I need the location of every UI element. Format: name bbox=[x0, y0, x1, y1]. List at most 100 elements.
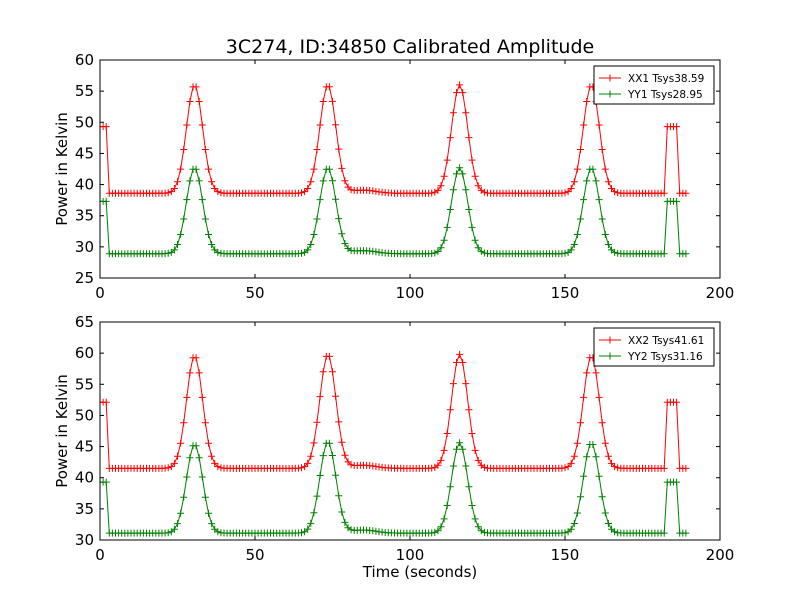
data-point bbox=[170, 459, 178, 467]
data-point bbox=[471, 515, 479, 523]
data-point bbox=[446, 406, 454, 414]
legend-marker bbox=[606, 336, 614, 344]
data-point bbox=[298, 189, 305, 197]
data-point bbox=[468, 430, 476, 437]
data-point bbox=[573, 439, 581, 447]
data-point bbox=[567, 459, 575, 467]
data-point bbox=[601, 165, 609, 173]
x-tick-label: 200 bbox=[706, 284, 735, 302]
data-point bbox=[480, 188, 488, 196]
data-point bbox=[437, 523, 445, 531]
plot-bottom: 0 50 100 150 200 30 35 40 45 50 55 60 65 Power in Kel… bbox=[53, 313, 734, 581]
data-point bbox=[186, 454, 194, 462]
data-point bbox=[301, 463, 309, 471]
data-point bbox=[214, 528, 222, 536]
data-point bbox=[673, 123, 681, 131]
data-point bbox=[329, 177, 336, 185]
data-point bbox=[592, 453, 600, 461]
y-tick-label: 25 bbox=[75, 269, 94, 287]
data-point bbox=[573, 165, 581, 173]
data-point bbox=[595, 393, 603, 401]
data-point bbox=[673, 478, 681, 486]
data-point bbox=[198, 393, 206, 401]
series-markers-2 bbox=[100, 164, 690, 258]
data-point bbox=[167, 463, 175, 471]
data-point bbox=[453, 359, 460, 366]
y-tick-label: 45 bbox=[75, 438, 94, 456]
data-point bbox=[471, 172, 479, 180]
y-tick-label: 55 bbox=[75, 82, 94, 100]
legend-marker bbox=[606, 74, 614, 82]
data-point bbox=[437, 244, 445, 252]
data-point bbox=[102, 478, 110, 486]
data-point bbox=[338, 508, 346, 516]
data-point bbox=[570, 520, 578, 527]
data-point bbox=[170, 185, 178, 192]
data-point bbox=[595, 196, 603, 204]
legend-label: YY1 Tsys28.95 bbox=[627, 89, 703, 101]
data-point bbox=[456, 81, 464, 89]
legend-marker bbox=[606, 90, 614, 98]
x-tick-label: 100 bbox=[396, 284, 425, 302]
data-point bbox=[307, 241, 315, 248]
data-point bbox=[338, 438, 346, 446]
data-point bbox=[177, 231, 185, 238]
data-point bbox=[567, 246, 575, 254]
data-point bbox=[577, 419, 584, 427]
data-point bbox=[446, 483, 454, 491]
data-point bbox=[598, 146, 606, 153]
data-point bbox=[205, 165, 212, 173]
data-point bbox=[102, 197, 110, 205]
data-point bbox=[443, 502, 451, 509]
data-point bbox=[164, 529, 172, 537]
y-tick-label: 45 bbox=[75, 144, 94, 162]
data-point bbox=[298, 464, 305, 472]
data-point bbox=[186, 369, 194, 377]
data-point bbox=[341, 240, 349, 247]
data-point bbox=[208, 178, 216, 186]
data-point bbox=[598, 419, 606, 427]
data-point bbox=[304, 246, 312, 254]
data-point bbox=[329, 452, 336, 459]
data-point bbox=[313, 492, 321, 500]
data-point bbox=[462, 109, 470, 117]
data-point bbox=[208, 520, 216, 528]
data-point bbox=[598, 215, 606, 223]
data-point bbox=[570, 452, 578, 460]
data-point bbox=[332, 392, 340, 400]
data-point bbox=[164, 189, 172, 197]
data-point bbox=[201, 215, 209, 223]
data-point bbox=[577, 215, 584, 223]
data-point bbox=[440, 515, 448, 523]
data-point bbox=[589, 441, 597, 448]
data-point bbox=[601, 439, 609, 447]
data-point bbox=[567, 525, 575, 533]
data-point bbox=[437, 456, 445, 464]
data-point bbox=[192, 165, 200, 173]
data-point bbox=[453, 89, 460, 97]
legend-marker bbox=[606, 352, 614, 360]
data-point bbox=[592, 177, 600, 185]
data-point bbox=[325, 439, 333, 447]
x-axis-label: Time (seconds) bbox=[362, 563, 478, 581]
data-point bbox=[164, 249, 172, 257]
data-point bbox=[682, 250, 690, 258]
data-point bbox=[564, 188, 572, 196]
data-point bbox=[431, 249, 439, 257]
data-point bbox=[307, 452, 315, 460]
data-point bbox=[170, 246, 178, 254]
data-point bbox=[440, 236, 448, 244]
data-point bbox=[443, 430, 451, 437]
data-point bbox=[214, 463, 222, 471]
y-axis-label: Power in Kelvin bbox=[53, 112, 71, 226]
data-point bbox=[205, 509, 212, 517]
data-point bbox=[611, 463, 619, 471]
data-point bbox=[325, 83, 333, 91]
data-point bbox=[313, 418, 321, 426]
data-point bbox=[474, 456, 482, 464]
data-point bbox=[583, 98, 591, 105]
data-point bbox=[462, 462, 470, 470]
data-point bbox=[583, 177, 591, 185]
data-point bbox=[608, 185, 615, 192]
